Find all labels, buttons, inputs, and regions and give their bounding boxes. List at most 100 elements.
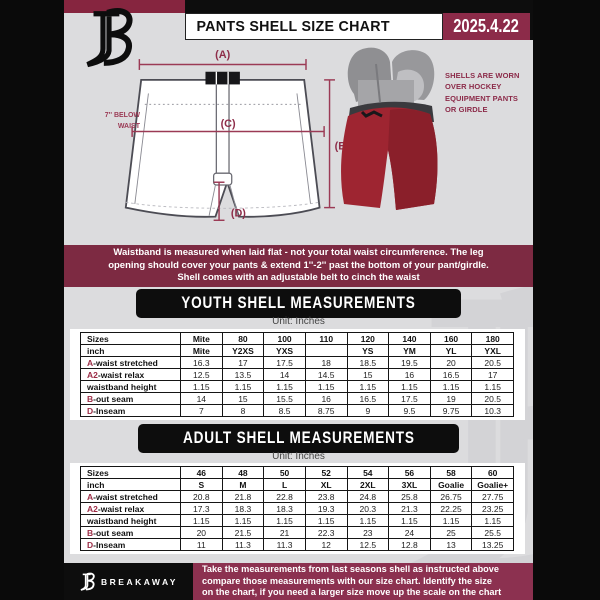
row-label: A2-waist relax bbox=[80, 502, 181, 515]
table-cell: 58 bbox=[429, 466, 473, 479]
table-cell: Goalie bbox=[429, 478, 473, 491]
table-cell: 46 bbox=[180, 466, 223, 479]
measure-letter: A bbox=[87, 357, 94, 368]
table-row: D-Inseam 7 8 8.5 8.75 9 9.5 9.75 10.3 bbox=[80, 404, 514, 417]
table-cell: 20 bbox=[429, 356, 473, 369]
footer: BREAKAWAY Take the measurements from las… bbox=[64, 563, 533, 600]
table-cell: 80 bbox=[221, 332, 265, 345]
table-cell: 14 bbox=[180, 392, 223, 405]
table-cell: 1.15 bbox=[263, 514, 306, 527]
table-cell: YM bbox=[388, 344, 431, 357]
table-cell: 11.3 bbox=[221, 538, 265, 551]
table-cell: 12 bbox=[304, 538, 348, 551]
shell-photo-illustration bbox=[341, 47, 438, 210]
youth-unit-label: Unit: Inches bbox=[272, 316, 325, 327]
row-label: inch bbox=[80, 478, 181, 491]
table-cell: 8 bbox=[221, 404, 265, 417]
table-cell: 56 bbox=[388, 466, 431, 479]
text-line: Shell comes with an adjustable belt to c… bbox=[177, 272, 420, 284]
table-cell: 160 bbox=[429, 332, 473, 345]
table-cell: 7 bbox=[180, 404, 223, 417]
table-cell: 120 bbox=[346, 332, 390, 345]
table-cell: 18.3 bbox=[263, 502, 306, 515]
table-cell: 20 bbox=[180, 526, 223, 539]
measure-letter: D bbox=[87, 539, 94, 550]
table-cell: YXL bbox=[471, 344, 514, 357]
table-cell: 23.8 bbox=[304, 490, 348, 503]
table-cell: XL bbox=[304, 478, 348, 491]
youth-heading-text: YOUTH SHELL MEASUREMENTS bbox=[181, 293, 416, 312]
measure-line-c bbox=[131, 126, 325, 137]
table-cell: 17 bbox=[221, 356, 265, 369]
table-cell: 9.75 bbox=[429, 404, 473, 417]
table-cell: 54 bbox=[346, 466, 390, 479]
measure-letter: B bbox=[87, 527, 94, 538]
table-row: waistband height 1.15 1.15 1.15 1.15 1.15 1.15… bbox=[80, 380, 514, 393]
table-cell: 1.15 bbox=[471, 514, 514, 527]
row-label: D-Inseam bbox=[80, 404, 181, 417]
row-label: inch bbox=[80, 344, 181, 357]
table-cell: 27.75 bbox=[471, 490, 514, 503]
row-label: Sizes bbox=[80, 332, 181, 345]
table-cell: 1.15 bbox=[221, 514, 265, 527]
adult-table-panel: Sizes 46 48 50 52 54 56 58 60 inch S M L XL 2XL 3XL Goal… bbox=[70, 463, 525, 554]
table-cell: YS bbox=[346, 344, 390, 357]
table-cell bbox=[304, 344, 348, 357]
table-cell: Mite bbox=[180, 344, 223, 357]
row-label: waistband height bbox=[80, 380, 181, 393]
table-cell: 25.5 bbox=[471, 526, 514, 539]
youth-section-heading: YOUTH SHELL MEASUREMENTS bbox=[136, 289, 461, 318]
measure-letter: D bbox=[87, 405, 94, 416]
date-badge: 2025.4.22 bbox=[443, 13, 530, 40]
table-cell: 26.75 bbox=[429, 490, 473, 503]
table-cell: 21 bbox=[263, 526, 306, 539]
table-cell: 1.15 bbox=[180, 380, 223, 393]
text-line: WAIST bbox=[117, 123, 140, 131]
breakaway-logo-small-icon bbox=[79, 572, 96, 591]
footer-brand-box: BREAKAWAY bbox=[64, 563, 193, 600]
table-cell: 60 bbox=[471, 466, 514, 479]
table-cell: 9.5 bbox=[388, 404, 431, 417]
table-cell: 14 bbox=[263, 368, 306, 381]
text-line: on the chart, if you need a larger size … bbox=[202, 587, 502, 598]
measure-letter: A2 bbox=[87, 503, 98, 514]
table-cell: 15 bbox=[346, 368, 390, 381]
table-cell: 1.15 bbox=[346, 514, 390, 527]
measure-line-d bbox=[213, 181, 225, 221]
row-label: A-waist stretched bbox=[80, 356, 181, 369]
table-cell: 17 bbox=[471, 368, 514, 381]
date-text: 2025.4.22 bbox=[453, 16, 520, 36]
table-cell: 13.25 bbox=[471, 538, 514, 551]
table-row: B-out seam 20 21.5 21 22.3 23 24 25 25.5 bbox=[80, 526, 514, 539]
table-cell: 22.8 bbox=[263, 490, 306, 503]
table-cell: 17.5 bbox=[388, 392, 431, 405]
table-cell: 1.15 bbox=[429, 380, 473, 393]
text-line: compare those measurements with our size… bbox=[202, 575, 492, 586]
text-line: SHELLS ARE WORN bbox=[445, 71, 520, 80]
table-row: Sizes 46 48 50 52 54 56 58 60 bbox=[80, 466, 514, 479]
table-cell: 19.5 bbox=[388, 356, 431, 369]
table-cell: 8.5 bbox=[263, 404, 306, 417]
table-cell: 18.3 bbox=[221, 502, 265, 515]
page-title-box: PANTS SHELL SIZE CHART bbox=[185, 13, 443, 40]
adult-measurements-table: Sizes 46 48 50 52 54 56 58 60 inch S M L XL 2XL 3XL Goal… bbox=[80, 466, 514, 551]
table-cell: 21.8 bbox=[221, 490, 265, 503]
table-cell: 1.15 bbox=[221, 380, 265, 393]
table-cell: 48 bbox=[221, 466, 265, 479]
brand-name: BREAKAWAY bbox=[101, 576, 178, 587]
row-label: B-out seam bbox=[80, 526, 181, 539]
table-cell: 140 bbox=[388, 332, 431, 345]
table-cell: 13 bbox=[429, 538, 473, 551]
table-cell: 21.3 bbox=[388, 502, 431, 515]
table-cell: 17.5 bbox=[263, 356, 306, 369]
label-c: (C) bbox=[221, 118, 236, 130]
text-line: 7'' BELOW bbox=[104, 112, 140, 119]
table-cell: 24 bbox=[388, 526, 431, 539]
table-cell: 15.5 bbox=[263, 392, 306, 405]
row-label: B-out seam bbox=[80, 392, 181, 405]
table-cell: 1.15 bbox=[180, 514, 223, 527]
table-cell: Mite bbox=[180, 332, 223, 345]
table-cell: 1.15 bbox=[471, 380, 514, 393]
content-area: PANTS SHELL SIZE CHART 2025.4.22 bbox=[64, 0, 533, 600]
table-cell: 19.3 bbox=[304, 502, 348, 515]
